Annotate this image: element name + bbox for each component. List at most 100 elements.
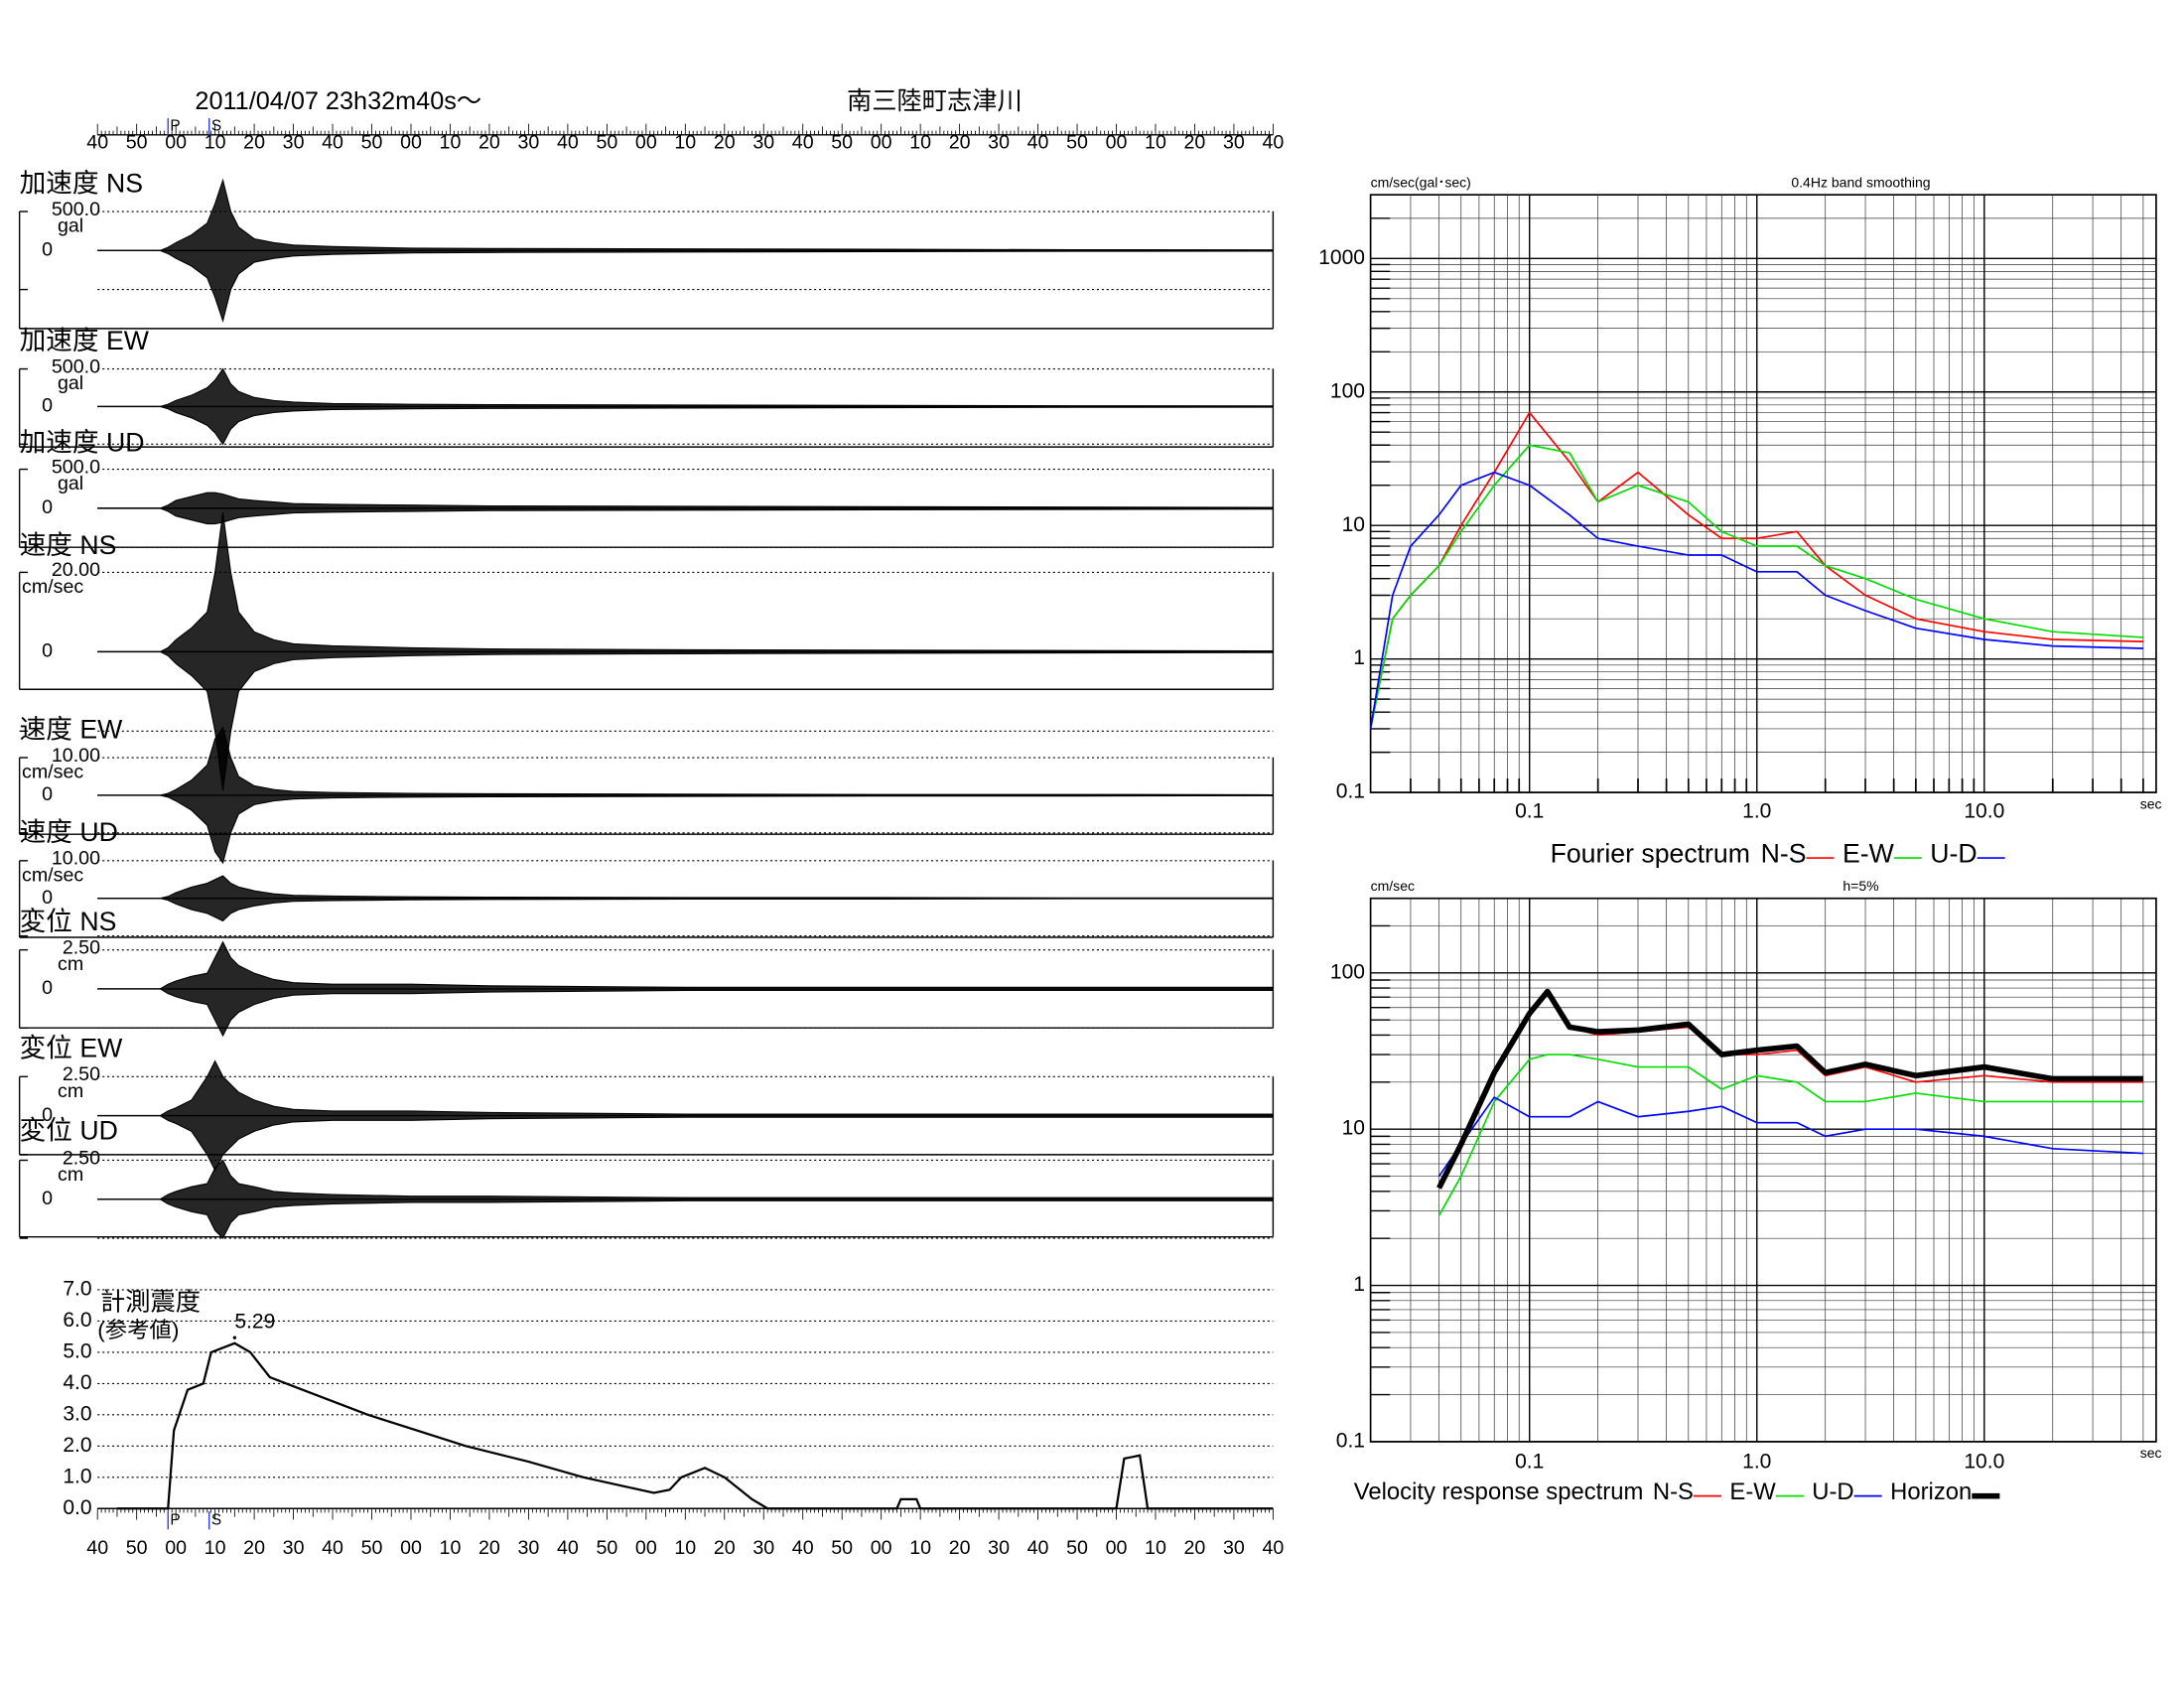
time-tick-label: 20 — [478, 131, 500, 153]
time-tick-label: 10 — [674, 131, 696, 153]
time-tick-label: 30 — [283, 131, 305, 153]
unit-label: cm — [58, 953, 83, 975]
time-tick-label: 40 — [792, 1537, 814, 1559]
trace-title: 速度 EW — [20, 714, 123, 744]
y-axis-unit: cm/sec — [1371, 878, 1415, 894]
intensity-line — [116, 1341, 1274, 1510]
time-tick-label: 40 — [1262, 131, 1284, 153]
zero-label: 0 — [42, 395, 53, 417]
time-tick-label: 20 — [243, 1537, 265, 1559]
scale-label: 500.0 — [52, 355, 100, 377]
legend-label: Horizon — [1890, 1478, 1972, 1505]
envelope-lower — [97, 794, 1274, 865]
envelope-lower — [97, 1198, 1274, 1240]
time-tick-label: 30 — [283, 1537, 305, 1559]
x-tick-label: 10.0 — [1964, 799, 2004, 822]
time-tick-label: 10 — [1145, 1537, 1166, 1559]
zero-label: 0 — [42, 496, 53, 518]
envelope-upper — [97, 1159, 1274, 1200]
time-tick-label: 30 — [517, 1537, 539, 1559]
x-tick-label: 0.1 — [1515, 1451, 1544, 1474]
intensity-subtitle: (参考値) — [97, 1318, 179, 1342]
time-tick-label: 10 — [440, 1537, 462, 1559]
x-axis-unit: sec — [2140, 795, 2162, 811]
envelope-lower — [97, 507, 1274, 525]
envelope-lower — [97, 249, 1274, 324]
y-tick-label: 10 — [1342, 1117, 1365, 1140]
time-tick-label: 20 — [949, 131, 971, 153]
time-tick-label: 10 — [909, 1537, 931, 1559]
phase-marker-label: S — [211, 1511, 221, 1528]
x-tick-label: 1.0 — [1742, 799, 1771, 822]
legend-label: E-W — [1729, 1478, 1776, 1505]
phase-marker-label: S — [211, 118, 221, 135]
zero-label: 0 — [42, 887, 53, 909]
y-tick-label: 5.0 — [63, 1339, 91, 1362]
trace-title: 変位 EW — [20, 1034, 123, 1063]
envelope-upper — [97, 178, 1274, 251]
peak-marker — [232, 1336, 237, 1339]
legend-label: U-D — [1930, 838, 1977, 868]
time-tick-label: 20 — [714, 131, 736, 153]
time-tick-label: 10 — [205, 131, 226, 153]
scale-label: 10.00 — [52, 848, 100, 870]
time-tick-label: 30 — [752, 1537, 774, 1559]
time-tick-label: 00 — [1106, 1537, 1128, 1559]
time-tick-label: 50 — [831, 131, 853, 153]
envelope-upper — [97, 512, 1274, 652]
y-tick-label: 0.1 — [1336, 780, 1365, 803]
zero-label: 0 — [42, 640, 53, 662]
time-tick-label: 50 — [596, 1537, 617, 1559]
x-tick-label: 1.0 — [1742, 1451, 1771, 1474]
time-tick-label: 20 — [1184, 1537, 1206, 1559]
scale-label: 2.50 — [63, 1147, 100, 1169]
time-tick-label: 00 — [400, 1537, 422, 1559]
envelope-lower — [97, 898, 1274, 922]
time-tick-label: 50 — [596, 131, 617, 153]
x-axis-unit: sec — [2140, 1445, 2162, 1461]
envelope-upper — [97, 367, 1274, 408]
y-tick-label: 4.0 — [63, 1371, 91, 1394]
zero-label: 0 — [42, 783, 53, 805]
station-name: 南三陸町志津川 — [847, 87, 1023, 115]
time-tick-label: 10 — [440, 131, 462, 153]
trace-title: 速度 NS — [20, 530, 117, 560]
envelope-upper — [97, 875, 1274, 900]
spectrum-line — [1436, 988, 2143, 1190]
scale-label: 500.0 — [52, 456, 100, 478]
plot-frame — [1369, 194, 2157, 793]
time-tick-label: 30 — [517, 131, 539, 153]
x-tick-label: 0.1 — [1515, 799, 1544, 822]
y-tick-label: 3.0 — [63, 1402, 91, 1425]
time-tick-label: 50 — [126, 1537, 148, 1559]
time-tick-label: 00 — [635, 1537, 657, 1559]
time-tick-label: 50 — [361, 1537, 383, 1559]
time-tick-label: 50 — [1066, 131, 1088, 153]
y-tick-label: 0.0 — [63, 1496, 91, 1519]
unit-label: cm/sec — [22, 864, 83, 886]
time-tick-label: 30 — [1223, 1537, 1245, 1559]
y-tick-label: 100 — [1330, 379, 1365, 402]
time-tick-label: 40 — [792, 131, 814, 153]
time-tick-label: 10 — [1145, 131, 1166, 153]
time-tick-label: 30 — [752, 131, 774, 153]
envelope-lower — [97, 650, 1274, 791]
time-tick-label: 10 — [909, 131, 931, 153]
time-tick-label: 00 — [400, 131, 422, 153]
unit-label: cm — [58, 1164, 83, 1186]
unit-label: cm/sec — [22, 576, 83, 598]
trace-title: 速度 UD — [20, 817, 118, 847]
zero-label: 0 — [42, 977, 53, 999]
time-tick-label: 20 — [714, 1537, 736, 1559]
scale-label: 2.50 — [63, 936, 100, 958]
spectrum-line — [1369, 471, 2143, 730]
y-axis-unit: cm/sec(gal･sec) — [1371, 175, 1471, 191]
trace-title: 加速度 NS — [20, 168, 143, 198]
time-tick-label: 40 — [1027, 1537, 1049, 1559]
y-tick-label: 2.0 — [63, 1434, 91, 1457]
time-tick-label: 00 — [871, 131, 892, 153]
phase-marker-label: P — [170, 1511, 180, 1528]
time-tick-label: 30 — [1223, 131, 1245, 153]
time-tick-label: 50 — [1066, 1537, 1088, 1559]
